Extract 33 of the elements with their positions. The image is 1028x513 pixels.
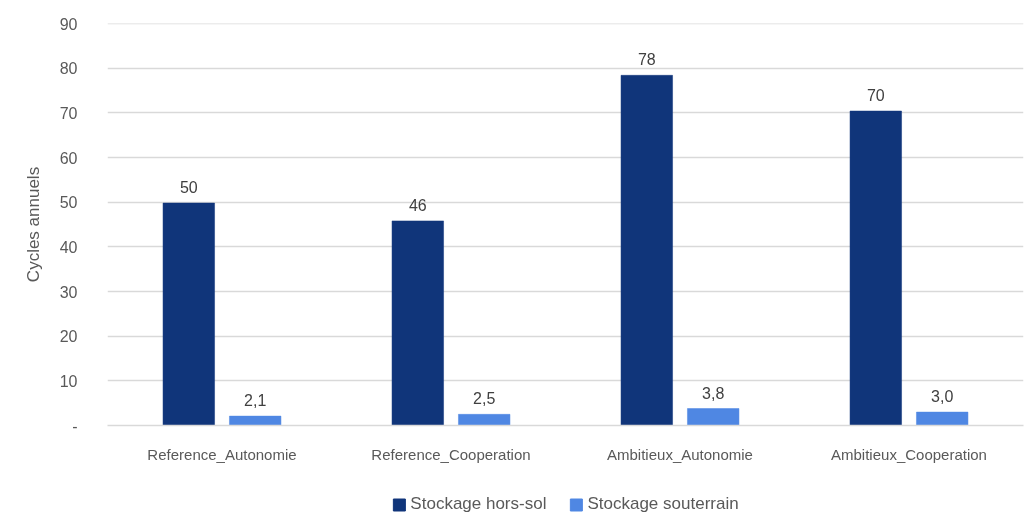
y-tick-label: 50 (59, 194, 78, 212)
y-tick-label: 60 (59, 149, 78, 167)
x-tick-label: Ambitieux_Autonomie (607, 445, 753, 463)
data-label: 50 (179, 179, 198, 197)
data-label: 3,0 (931, 388, 954, 406)
bar (849, 110, 902, 426)
y-tick-label: 40 (59, 238, 78, 256)
bar (687, 408, 740, 426)
y-tick-label: 10 (59, 372, 78, 390)
y-tick-label: - (72, 417, 78, 435)
bar (162, 202, 215, 426)
y-tick-label: 90 (59, 15, 78, 33)
bar (229, 415, 282, 426)
y-tick-label: 80 (59, 60, 78, 78)
bar (916, 411, 969, 426)
x-tick-label: Reference_Cooperation (371, 445, 531, 463)
legend-label: Stockage souterrain (587, 494, 739, 513)
y-axis-title: Cycles annuels (23, 166, 43, 283)
data-label: 2,5 (473, 390, 496, 408)
x-tick-label: Ambitieux_Cooperation (831, 445, 987, 463)
bar (458, 414, 511, 426)
data-label: 70 (866, 87, 885, 105)
data-label: 3,8 (702, 384, 725, 402)
y-tick-label: 70 (59, 104, 78, 122)
bar (620, 75, 673, 426)
y-tick-label: 30 (59, 283, 78, 301)
x-tick-label: Reference_Autonomie (147, 445, 297, 463)
data-label: 78 (637, 51, 656, 69)
data-label: 2,1 (244, 392, 267, 410)
y-tick-label: 20 (59, 328, 78, 346)
data-label: 46 (408, 196, 427, 214)
legend-label: Stockage hors-sol (410, 494, 547, 513)
bar (391, 220, 444, 426)
